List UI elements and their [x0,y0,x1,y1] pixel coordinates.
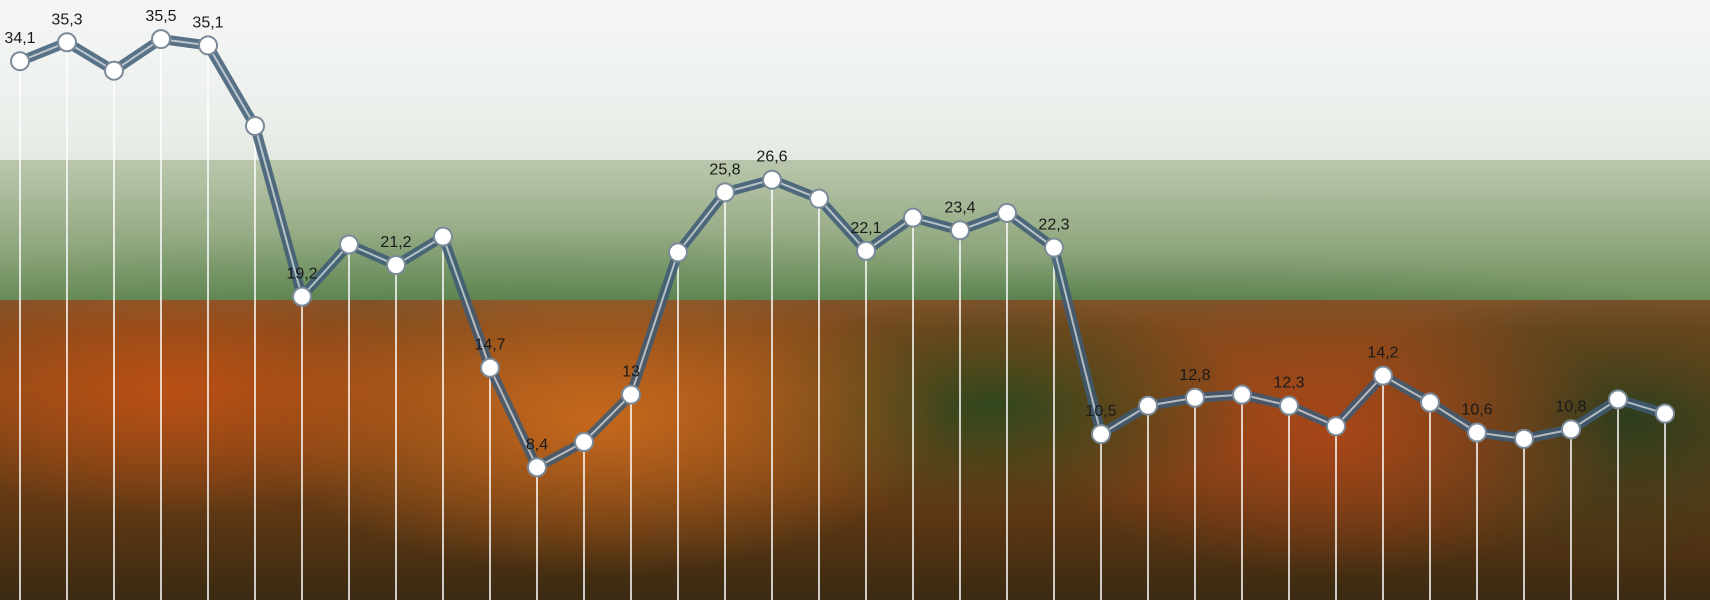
data-marker [1139,397,1157,415]
value-label: 19,2 [286,266,317,283]
value-label: 26,6 [756,149,787,166]
data-marker [1656,405,1674,423]
value-label: 10,5 [1085,403,1116,420]
data-marker [904,209,922,227]
data-marker [1515,430,1533,448]
value-label: 21,2 [380,234,411,251]
data-marker [528,458,546,476]
data-marker [1327,417,1345,435]
value-labels: 34,1 35,3 35,5 35,1 19,2 21,2 14,7 8,4 13 25,8 26,… [4,8,1586,453]
data-marker [11,52,29,70]
data-marker [998,204,1016,222]
data-marker [810,190,828,208]
line-chart: 34,1 35,3 35,5 35,1 19,2 21,2 14,7 8,4 13 25,8 26,… [0,0,1710,600]
data-marker [1562,420,1580,438]
markers [11,30,1674,476]
data-marker [1374,367,1392,385]
data-marker [434,228,452,246]
data-marker [1421,394,1439,412]
value-label: 35,3 [51,11,82,28]
value-label: 10,8 [1555,398,1586,415]
series-line-outer [20,39,1665,467]
data-marker [1609,390,1627,408]
data-marker [1280,397,1298,415]
data-marker [481,359,499,377]
data-marker [951,221,969,239]
value-label: 35,5 [145,8,176,25]
value-label: 35,1 [192,14,223,31]
data-marker [669,243,687,261]
data-marker [152,30,170,48]
series-line-inner [20,39,1665,467]
data-marker [58,33,76,51]
value-label: 22,3 [1038,217,1069,234]
data-marker [105,62,123,80]
value-label: 12,8 [1179,367,1210,384]
data-marker [387,256,405,274]
data-marker [293,288,311,306]
value-label: 25,8 [709,161,740,178]
data-marker [1045,239,1063,257]
data-marker [1468,424,1486,442]
value-label: 23,4 [944,199,975,216]
data-marker [1233,386,1251,404]
value-label: 34,1 [4,30,35,47]
data-marker [857,242,875,260]
data-marker [575,433,593,451]
data-marker [716,183,734,201]
data-marker [622,386,640,404]
value-label: 14,7 [474,337,505,354]
data-marker [199,36,217,54]
data-marker [340,236,358,254]
value-label: 22,1 [850,220,881,237]
data-marker [1092,425,1110,443]
data-marker [246,117,264,135]
value-label: 12,3 [1273,375,1304,392]
value-label: 14,2 [1367,345,1398,362]
value-label: 13 [622,364,640,381]
data-marker [1186,389,1204,407]
drop-lines [20,39,1665,600]
data-marker [763,171,781,189]
value-label: 8,4 [526,436,548,453]
value-label: 10,6 [1461,402,1492,419]
chart-stage: 34,1 35,3 35,5 35,1 19,2 21,2 14,7 8,4 13 25,8 26,… [0,0,1710,600]
